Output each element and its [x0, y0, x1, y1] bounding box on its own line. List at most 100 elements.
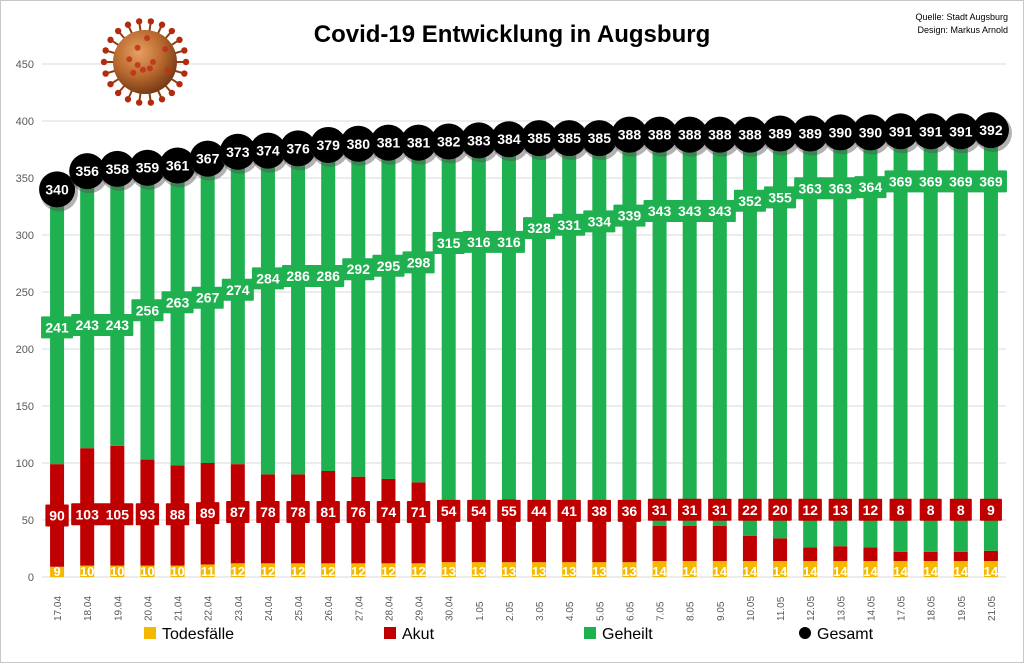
legend-item: Gesamt [799, 626, 874, 643]
geheilt-label-text: 352 [738, 193, 762, 209]
legend-swatch [584, 627, 596, 639]
akut-label-text: 8 [897, 502, 905, 518]
gesamt-marker: 388 [671, 116, 711, 157]
virus-dot [162, 46, 169, 53]
virus-spike-tip [135, 18, 143, 25]
geheilt-label-text: 363 [799, 180, 823, 196]
todesfaelle-label: 13 [592, 564, 606, 579]
bar-geheilt [532, 138, 547, 513]
bar-geheilt [110, 168, 125, 446]
gesamt-label: 388 [708, 127, 732, 143]
gesamt-label: 367 [196, 151, 220, 167]
akut-label: 103 [71, 503, 104, 526]
akut-label-text: 88 [170, 506, 186, 522]
geheilt-label-box [342, 258, 375, 281]
gesamt-marker: 361 [159, 147, 199, 188]
gesamt-label: 384 [497, 131, 521, 147]
akut-label: 41 [557, 499, 581, 522]
akut-label: 12 [798, 498, 822, 521]
akut-label-text: 71 [411, 504, 427, 520]
gesamt-marker: 381 [400, 124, 440, 165]
gesamt-marker: 385 [521, 120, 561, 161]
x-tick-label: 14.05 [866, 596, 877, 621]
akut-label-box [557, 499, 581, 522]
gesamt-marker-dot [370, 124, 407, 161]
bar-geheilt [200, 158, 215, 463]
todesfaelle-label: 14 [833, 564, 848, 579]
geheilt-label-box [372, 254, 405, 277]
geheilt-label: 352 [733, 189, 766, 212]
geheilt-label-box [191, 286, 224, 309]
legend-label: Gesamt [817, 626, 874, 643]
gesamt-marker: 391 [912, 113, 952, 154]
geheilt-label: 343 [673, 200, 706, 223]
bar-todesfaelle [381, 563, 396, 577]
geheilt-label-text: 243 [76, 317, 100, 333]
akut-label-box [647, 498, 672, 521]
gesamt-marker-dot [99, 150, 136, 187]
gesamt-label: 381 [377, 135, 401, 151]
x-tick-label: 19.05 [957, 596, 968, 621]
data-labels: 9901010310105109310881189128712781278128… [39, 112, 1012, 579]
gesamt-label: 389 [799, 126, 823, 142]
akut-label: 9 [979, 498, 1002, 521]
akut-label-text: 8 [957, 502, 965, 518]
legend-label: Geheilt [602, 626, 653, 643]
todesfaelle-label: 11 [201, 564, 215, 579]
akut-label: 38 [587, 499, 611, 522]
akut-label: 90 [45, 504, 69, 527]
todesfaelle-label: 12 [411, 564, 425, 579]
akut-label-text: 12 [863, 502, 879, 518]
todesfaelle-label: 13 [502, 564, 516, 579]
todesfaelle-label: 13 [562, 564, 576, 579]
gesamt-marker: 356 [69, 153, 109, 194]
todesfaelle-label: 14 [652, 564, 667, 579]
akut-label-text: 78 [260, 504, 276, 520]
akut-label-text: 9 [987, 502, 995, 518]
geheilt-label-text: 334 [588, 213, 612, 229]
geheilt-label-box [221, 278, 254, 301]
virus-body [113, 30, 177, 94]
bar-akut [592, 518, 607, 563]
virus-spike-tip [100, 58, 108, 66]
akut-label-text: 36 [622, 503, 638, 519]
bar-geheilt [742, 134, 757, 536]
geheilt-label: 369 [914, 170, 947, 193]
geheilt-label: 328 [523, 217, 556, 240]
gesamt-marker: 390 [822, 114, 862, 155]
akut-label: 36 [617, 499, 642, 522]
bar-todesfaelle [863, 561, 878, 577]
gesamt-label: 389 [768, 126, 792, 142]
gesamt-label: 391 [919, 123, 943, 139]
gesamt-marker-dot [340, 125, 377, 162]
bar-geheilt [321, 144, 336, 471]
legend-item: Akut [384, 626, 435, 643]
geheilt-label-box [402, 251, 435, 274]
virus-spike-tip [168, 89, 176, 97]
akut-label-text: 31 [712, 502, 728, 518]
akut-label-text: 20 [772, 502, 788, 518]
virus-spike-tip [181, 47, 188, 54]
todesfaelle-label: 14 [954, 564, 969, 579]
virus-spike-tip [176, 36, 183, 44]
bar-todesfaelle [50, 566, 65, 577]
akut-label-text: 89 [200, 505, 216, 521]
geheilt-label-box [161, 291, 194, 314]
akut-label: 76 [346, 501, 370, 524]
akut-label: 44 [527, 499, 551, 522]
legend: Todesfälle Akut Geheilt Gesamt [144, 626, 874, 643]
legend-item: Todesfälle [144, 626, 234, 643]
bar-geheilt [833, 132, 848, 547]
bar-geheilt [803, 133, 818, 548]
x-tick-label: 21.05 [987, 596, 998, 621]
todesfaelle-label: 13 [532, 564, 546, 579]
akut-label-box [376, 501, 401, 524]
geheilt-label-box [733, 189, 766, 212]
akut-label-box [708, 498, 732, 521]
geheilt-label: 369 [974, 170, 1007, 193]
gesamt-marker-dot [69, 153, 106, 190]
geheilt-label-text: 328 [527, 220, 551, 236]
bar-todesfaelle [140, 565, 155, 577]
gesamt-label: 385 [527, 130, 551, 146]
x-tick-label: 12.05 [806, 596, 817, 621]
